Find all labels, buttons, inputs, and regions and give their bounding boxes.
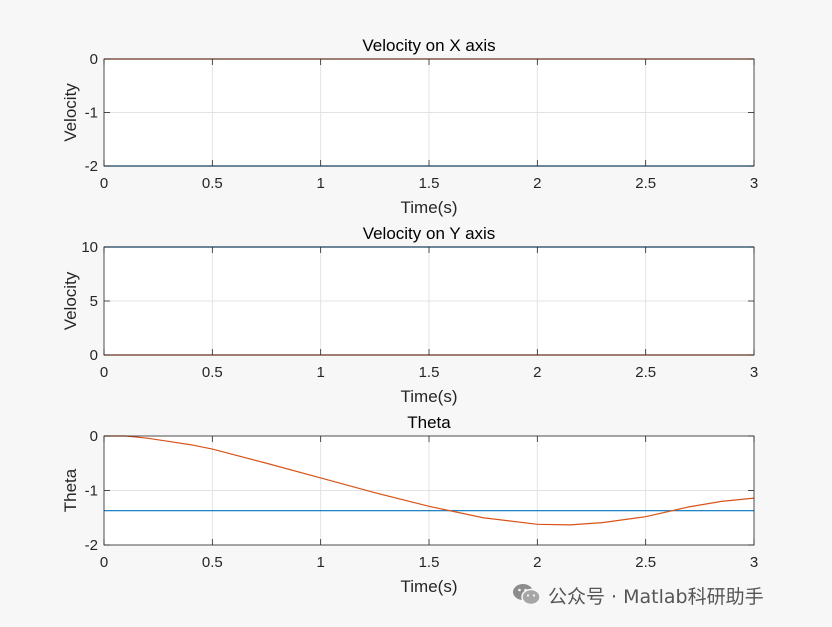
watermark-text: 公众号 · Matlab科研助手 (548, 585, 764, 608)
x-axis-label: Time(s) (401, 577, 458, 596)
x-tick-label: 1.5 (419, 175, 440, 192)
x-axis-label: Time(s) (401, 198, 458, 217)
x-tick-label: 3 (750, 554, 758, 571)
y-tick-label: 0 (90, 347, 98, 364)
x-tick-label: 1 (316, 364, 324, 381)
y-axis-label: Theta (61, 468, 80, 512)
y-tick-label: 10 (81, 239, 98, 256)
chart-title: Velocity on X axis (362, 36, 495, 55)
y-tick-label: 5 (90, 293, 98, 310)
x-tick-label: 2 (533, 364, 541, 381)
x-tick-label: 3 (750, 175, 758, 192)
x-tick-label: 0.5 (202, 364, 223, 381)
subplot-1: 0 0.5 1 1.5 2 2.5 3 -2 -1 0 Velocity on X axis Time… (61, 36, 758, 217)
x-tick-label: 1.5 (419, 554, 440, 571)
y-axis-label: Velocity (61, 271, 80, 330)
chart-title: Velocity on Y axis (363, 224, 496, 243)
x-tick-label: 0.5 (202, 175, 223, 192)
y-axis-label: Velocity (61, 83, 80, 142)
x-tick-label: 0 (100, 364, 108, 381)
x-tick-label: 0 (100, 554, 108, 571)
y-tick-label: -2 (85, 158, 98, 175)
y-tick-label: -1 (85, 483, 98, 500)
y-tick-label: 0 (90, 428, 98, 445)
x-axis-label: Time(s) (401, 387, 458, 406)
x-tick-label: 2 (533, 554, 541, 571)
y-tick-label: 0 (90, 51, 98, 68)
subplot-2: 0 0.5 1 1.5 2 2.5 3 0 5 10 Velocity on Y axis Time(… (61, 224, 758, 406)
y-tick-label: -2 (85, 537, 98, 554)
x-tick-label: 2.5 (635, 364, 656, 381)
subplot-3: 0 0.5 1 1.5 2 2.5 3 -2 -1 0 Theta Time(s) Theta (61, 413, 758, 596)
watermark: 公众号 · Matlab科研助手 (512, 580, 764, 610)
x-tick-label: 2 (533, 175, 541, 192)
y-tick-label: -1 (85, 105, 98, 122)
wechat-icon (512, 582, 542, 608)
series-line-2 (104, 435, 755, 526)
x-tick-label: 2.5 (635, 175, 656, 192)
x-tick-label: 0 (100, 175, 108, 192)
x-tick-label: 1.5 (419, 364, 440, 381)
chart-title: Theta (407, 413, 451, 432)
x-tick-label: 3 (750, 364, 758, 381)
x-tick-label: 2.5 (635, 554, 656, 571)
x-tick-label: 1 (316, 554, 324, 571)
x-tick-label: 1 (316, 175, 324, 192)
x-tick-label: 0.5 (202, 554, 223, 571)
